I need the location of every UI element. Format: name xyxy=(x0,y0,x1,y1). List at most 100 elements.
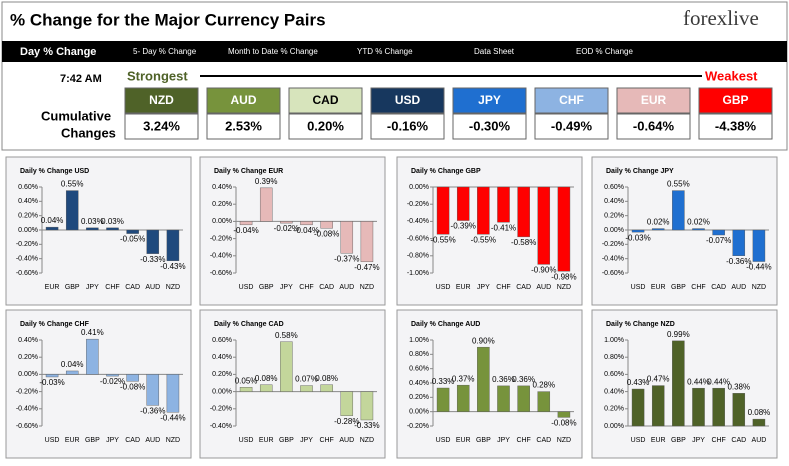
y-tick-label: -1.00% xyxy=(407,270,429,277)
value-label: 0.04% xyxy=(41,216,64,225)
value-label: -0.39% xyxy=(451,222,476,231)
bar xyxy=(146,374,160,406)
y-tick-label: -0.60% xyxy=(16,423,38,430)
x-tick-label: GBP xyxy=(259,284,274,291)
y-tick-label: 0.40% xyxy=(18,198,38,205)
tab[interactable]: Data Sheet xyxy=(474,47,515,56)
value-label: -0.47% xyxy=(354,263,379,272)
value-label: 0.02% xyxy=(687,218,710,227)
y-tick-label: 0.20% xyxy=(18,354,38,361)
y-tick-label: -0.40% xyxy=(210,253,232,260)
chart-panel xyxy=(199,156,386,306)
y-tick-label: 0.60% xyxy=(604,371,624,378)
x-tick-label: CAD xyxy=(731,437,746,444)
tab[interactable]: 5- Day % Change xyxy=(133,47,197,56)
y-tick-label: 0.40% xyxy=(212,354,232,361)
bar xyxy=(732,393,746,427)
bar xyxy=(340,221,354,254)
chart-panel xyxy=(5,156,192,306)
bar xyxy=(497,186,510,223)
bar xyxy=(146,229,160,254)
currency-box xyxy=(534,87,609,114)
y-tick-label: -0.20% xyxy=(210,235,232,242)
y-tick-label: 0.00% xyxy=(18,371,38,378)
x-tick-label: GBP xyxy=(65,284,80,291)
header-frame xyxy=(1,1,788,151)
value-label: 0.44% xyxy=(707,377,730,386)
bar xyxy=(537,391,551,412)
value-label: -0.98% xyxy=(551,272,576,281)
y-tick-label: -0.40% xyxy=(16,406,38,413)
currency-name: EUR xyxy=(641,93,667,107)
x-tick-label: EUR xyxy=(259,437,274,444)
logo: forexlive xyxy=(683,6,759,30)
y-tick-label: 0.40% xyxy=(604,198,624,205)
bar xyxy=(86,227,99,231)
bar xyxy=(517,385,530,412)
bar xyxy=(65,190,79,231)
y-tick-label: 0.20% xyxy=(18,213,38,220)
y-tick-label: 1.00% xyxy=(409,337,429,344)
currency-change: -0.16% xyxy=(387,118,429,133)
value-label: -0.55% xyxy=(430,235,455,244)
x-tick-label: AUD xyxy=(752,437,767,444)
value-label: -0.37% xyxy=(334,254,359,263)
x-tick-label: NZD xyxy=(166,437,180,444)
value-label: -0.90% xyxy=(531,266,556,275)
cumulative-label: Changes xyxy=(61,125,116,140)
x-tick-label: AUD xyxy=(536,284,551,291)
y-tick-label: 0.20% xyxy=(409,394,429,401)
tab[interactable]: Month to Date % Change xyxy=(228,47,318,56)
value-label: -0.04% xyxy=(294,226,319,235)
tab[interactable]: EOD % Change xyxy=(576,47,633,56)
tab[interactable]: YTD % Change xyxy=(357,47,413,56)
value-label: 0.47% xyxy=(647,375,670,384)
value-label: 0.44% xyxy=(687,377,710,386)
bar xyxy=(456,186,470,221)
y-tick-label: -0.20% xyxy=(407,423,429,430)
y-tick-label: -0.20% xyxy=(210,406,232,413)
y-tick-label: 0.20% xyxy=(212,201,232,208)
value-label: 0.55% xyxy=(667,180,690,189)
x-tick-label: CHF xyxy=(299,284,313,291)
value-label: -0.08% xyxy=(120,382,145,391)
bar xyxy=(672,190,685,231)
chart-title: Daily % Change GBP xyxy=(411,168,481,175)
x-tick-label: USD xyxy=(45,437,60,444)
bar xyxy=(239,221,253,226)
value-label: 0.39% xyxy=(255,177,278,186)
value-label: 0.07% xyxy=(295,375,318,384)
value-label: 0.41% xyxy=(81,328,104,337)
currency-name: CAD xyxy=(313,93,339,107)
bar xyxy=(106,374,119,377)
bar xyxy=(752,418,766,427)
y-tick-label: 0.60% xyxy=(212,337,232,344)
bar xyxy=(259,384,273,392)
bar xyxy=(300,221,313,226)
bar xyxy=(166,374,180,413)
bar xyxy=(166,229,180,262)
bar xyxy=(106,227,119,231)
y-tick-label: 0.00% xyxy=(18,227,38,234)
weakest-label: Weakest xyxy=(705,68,758,83)
bar xyxy=(45,374,59,378)
tab[interactable]: Day % Change xyxy=(20,46,96,58)
x-tick-label: NZD xyxy=(752,284,766,291)
bar xyxy=(537,186,551,265)
y-tick-label: 0.20% xyxy=(604,213,624,220)
bar xyxy=(517,186,530,238)
value-label: -0.36% xyxy=(726,257,751,266)
y-tick-label: -0.40% xyxy=(407,218,429,225)
x-tick-label: CAD xyxy=(125,284,140,291)
change-box xyxy=(206,113,281,140)
currency-change: -0.64% xyxy=(633,118,675,133)
y-tick-label: -0.60% xyxy=(16,270,38,277)
value-label: 0.90% xyxy=(472,336,495,345)
x-tick-label: CHF xyxy=(319,437,333,444)
currency-name: NZD xyxy=(149,93,174,107)
y-tick-label: 0.00% xyxy=(409,184,429,191)
bar xyxy=(280,341,293,392)
y-tick-label: 0.00% xyxy=(604,423,624,430)
value-label: 0.08% xyxy=(315,374,338,383)
currency-box xyxy=(288,87,363,114)
